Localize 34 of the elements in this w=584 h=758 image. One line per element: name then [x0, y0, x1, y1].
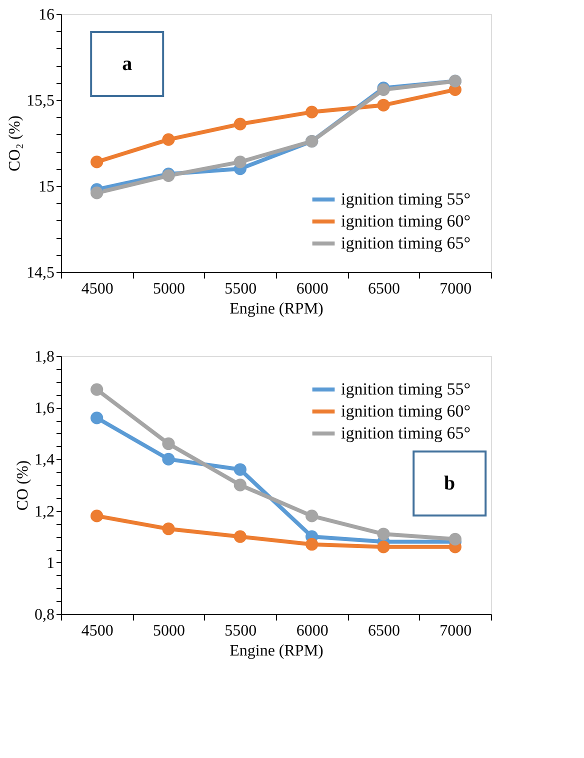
x-axis-title: Engine (RPM): [230, 642, 324, 660]
x-tick-label: 4500: [81, 280, 114, 298]
y-tick-label: 1,4: [34, 452, 54, 469]
annotation: a: [122, 53, 132, 76]
x-tick-label: 6000: [296, 280, 328, 298]
legend-label: ignition timing 60°: [341, 402, 471, 420]
y-tick-label: 1,8: [34, 348, 54, 366]
legend-label: ignition timing 65°: [341, 234, 471, 252]
x-tick-label: 5000: [153, 280, 185, 298]
legend-label: ignition timing 55°: [341, 190, 471, 208]
y-tick-label: 14,5: [26, 264, 54, 282]
x-tick-label: 6500: [368, 622, 400, 640]
y-tick-label: 15: [38, 178, 54, 196]
y-tick-label: 0,8: [34, 606, 54, 624]
legend-label: ignition timing 60°: [341, 212, 471, 230]
y-tick-label: 15,5: [26, 92, 54, 110]
y-tick-label: 1: [46, 554, 54, 572]
legend-label: ignition timing 65°: [341, 424, 471, 442]
x-tick-label: 7000: [440, 622, 472, 640]
x-tick-label: 6000: [296, 622, 328, 640]
x-tick-label: 7000: [440, 280, 472, 298]
x-tick-label: 5000: [153, 622, 185, 640]
y-tick-label: 1,6: [34, 400, 54, 418]
y-tick-label: 1,2: [34, 503, 54, 520]
y-tick-label: 16: [38, 6, 54, 24]
annotation: b: [444, 472, 456, 494]
x-axis-title: Engine (RPM): [230, 300, 324, 318]
x-tick-label: 6500: [368, 280, 400, 298]
x-tick-label: 5500: [224, 622, 257, 640]
y-axis-title: CO (%): [14, 460, 32, 511]
x-tick-label: 4500: [81, 622, 114, 640]
x-tick-label: 5500: [224, 280, 257, 298]
y-axis-title: CO₂ (%): [6, 116, 24, 172]
legend-label: ignition timing 55°: [341, 380, 471, 398]
